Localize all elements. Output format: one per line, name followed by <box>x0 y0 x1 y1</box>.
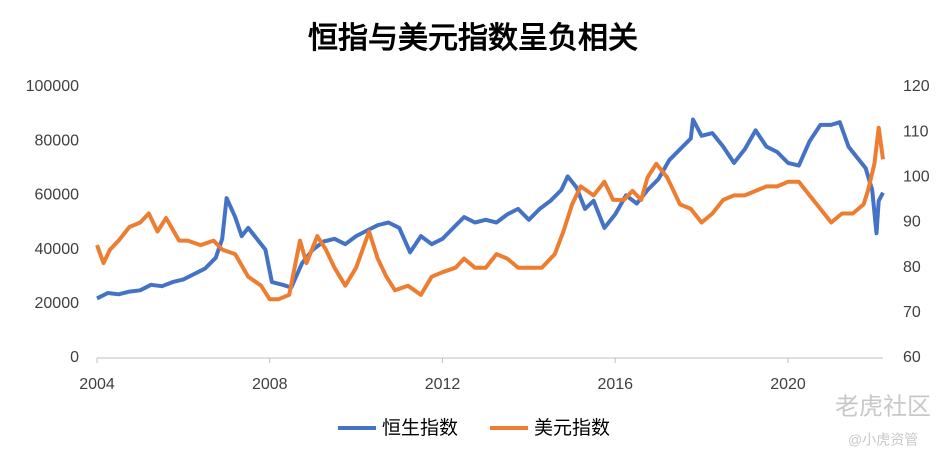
x-tick-label: 2004 <box>79 376 115 393</box>
y-tick-label: 0 <box>70 349 79 366</box>
y-tick-label: 100000 <box>26 78 79 95</box>
x-tick-label: 2012 <box>425 376 461 393</box>
series-line <box>95 125 885 302</box>
y-tick-label: 80000 <box>35 132 80 149</box>
y2-tick-label: 60 <box>903 349 921 366</box>
watermark: @小虎资管 <box>848 432 918 448</box>
y2-tick-label: 80 <box>903 259 921 276</box>
y2-tick-label: 70 <box>903 304 921 321</box>
y2-tick-label: 120 <box>903 78 930 95</box>
x-tick-label: 2016 <box>597 376 633 393</box>
x-tick-label: 2020 <box>770 376 806 393</box>
y2-tick-label: 90 <box>903 214 921 231</box>
y2-tick-label: 100 <box>903 169 930 186</box>
y-tick-label: 60000 <box>35 187 80 204</box>
y-tick-label: 20000 <box>35 295 80 312</box>
watermark: 老虎社区 <box>835 393 931 420</box>
series-line <box>96 117 885 301</box>
y-tick-label: 40000 <box>35 241 80 258</box>
chart-title: 恒指与美元指数呈负相关 <box>308 21 638 55</box>
legend-label: 恒生指数 <box>382 417 458 439</box>
legend-label: 美元指数 <box>534 417 610 439</box>
y2-tick-label: 110 <box>903 123 929 140</box>
x-tick-label: 2008 <box>252 376 288 393</box>
